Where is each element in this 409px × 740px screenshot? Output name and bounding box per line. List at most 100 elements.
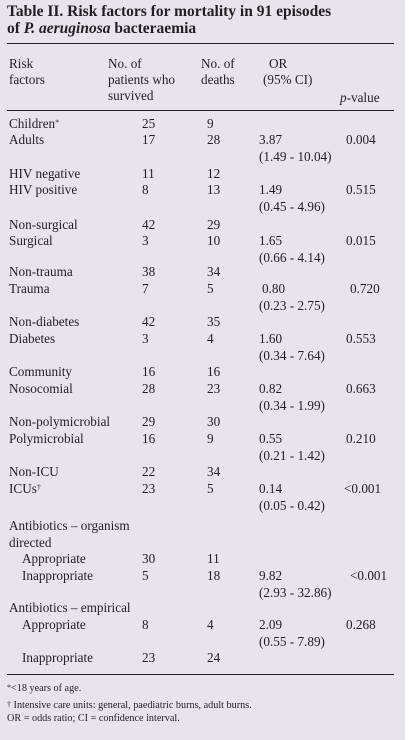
cell-or: 0.14	[259, 481, 283, 496]
header-deaths-1: No. of	[201, 56, 235, 71]
cell-deaths: 29	[207, 217, 221, 232]
cell-p-value: 0.004	[346, 132, 376, 147]
cell-survived: 17	[142, 132, 156, 147]
table-bottom-rule	[7, 674, 394, 675]
header-survived-1: No. of	[108, 56, 142, 71]
cell-ci: (0.34 - 7.64)	[259, 348, 325, 363]
cell-survived: 42	[142, 217, 156, 232]
cell-survived: 16	[142, 431, 156, 446]
cell-or: 0.82	[259, 381, 283, 396]
cell-survived: 23	[142, 481, 156, 496]
row-label: Adults	[9, 132, 45, 147]
cell-deaths: 9	[207, 116, 214, 131]
footnote-3: OR = odds ratio; CI = confidence interva…	[7, 713, 180, 724]
cell-survived: 28	[142, 381, 156, 396]
row-label: Inappropriate	[22, 568, 94, 583]
cell-p-value: 0.663	[346, 381, 376, 396]
cell-p-value: 0.015	[346, 233, 376, 248]
cell-or: 1.60	[259, 331, 283, 346]
header-bottom-rule	[7, 110, 394, 111]
cell-survived: 3	[142, 331, 149, 346]
cell-p-value: 0.515	[346, 182, 376, 197]
row-label: Non-trauma	[9, 264, 73, 279]
row-label: Children*	[9, 116, 60, 131]
cell-deaths: 24	[207, 650, 221, 665]
cell-or: 0.80	[262, 281, 286, 296]
row-label: HIV negative	[9, 166, 81, 181]
cell-survived: 29	[142, 414, 156, 429]
table-title: Table II. Risk factors for mortality in …	[7, 3, 332, 37]
row-label: directed	[9, 535, 52, 550]
row-label: Non-ICU	[9, 464, 59, 479]
cell-deaths: 5	[207, 281, 214, 296]
cell-deaths: 10	[207, 233, 221, 248]
cell-ci: (1.49 - 10.04)	[259, 149, 332, 164]
cell-survived: 7	[142, 281, 149, 296]
cell-ci: (2.93 - 32.86)	[259, 585, 332, 600]
row-label: Appropriate	[22, 551, 86, 566]
row-label: Diabetes	[9, 331, 56, 346]
cell-deaths: 18	[207, 568, 221, 583]
cell-or: 0.55	[259, 431, 283, 446]
cell-deaths: 34	[207, 464, 221, 479]
cell-survived: 23	[142, 650, 156, 665]
cell-deaths: 35	[207, 314, 221, 329]
cell-or: 3.87	[259, 132, 283, 147]
cell-ci: (0.05 - 0.42)	[259, 498, 325, 513]
row-label: HIV positive	[9, 182, 78, 197]
cell-survived: 25	[142, 116, 156, 131]
cell-survived: 3	[142, 233, 149, 248]
cell-survived: 5	[142, 568, 149, 583]
cell-deaths: 5	[207, 481, 214, 496]
row-label: Trauma	[9, 281, 50, 296]
row-label: Non-diabetes	[9, 314, 80, 329]
cell-p-value: 0.210	[346, 431, 376, 446]
header-top-rule	[7, 43, 394, 44]
cell-ci: (0.21 - 1.42)	[259, 448, 325, 463]
header-risk-1: Risk	[9, 56, 34, 71]
cell-or: 2.09	[259, 617, 283, 632]
header-risk-2: factors	[9, 72, 45, 87]
row-label: Inappropriate	[22, 650, 94, 665]
cell-deaths: 34	[207, 264, 221, 279]
cell-ci: (0.66 - 4.14)	[259, 250, 325, 265]
cell-ci: (0.45 - 4.96)	[259, 199, 325, 214]
row-label: Appropriate	[22, 617, 86, 632]
title-species: P. aeruginosa	[23, 20, 111, 37]
row-label: ICUs†	[9, 481, 41, 496]
header-or-2: (95% CI)	[263, 72, 313, 87]
cell-survived: 22	[142, 464, 156, 479]
cell-deaths: 28	[207, 132, 221, 147]
cell-deaths: 23	[207, 381, 221, 396]
row-label: Polymicrobial	[9, 431, 84, 446]
cell-survived: 8	[142, 617, 149, 632]
cell-p-value: <0.001	[344, 481, 382, 496]
row-label: Nosocomial	[9, 381, 73, 396]
cell-ci: (0.23 - 2.75)	[259, 298, 325, 313]
row-label: Surgical	[9, 233, 53, 248]
cell-or: 9.82	[259, 568, 283, 583]
row-label: Non-polymicrobial	[9, 414, 111, 429]
row-label: Antibiotics – empirical	[9, 600, 131, 615]
cell-deaths: 9	[207, 431, 214, 446]
cell-p-value: <0.001	[350, 568, 388, 583]
cell-survived: 42	[142, 314, 156, 329]
cell-deaths: 30	[207, 414, 221, 429]
cell-deaths: 11	[207, 551, 220, 566]
title-line-1: Table II. Risk factors for mortality in …	[7, 3, 332, 20]
title-line-2-end: bacteraemia	[110, 20, 197, 37]
cell-p-value: 0.553	[346, 331, 376, 346]
header-or-1: OR	[269, 56, 288, 71]
cell-ci: (0.55 - 7.89)	[259, 634, 325, 649]
cell-survived: 38	[142, 264, 156, 279]
cell-ci: (0.34 - 1.99)	[259, 398, 325, 413]
row-label: Non-surgical	[9, 217, 78, 232]
cell-or: 1.65	[259, 233, 283, 248]
cell-survived: 11	[142, 166, 155, 181]
cell-p-value: 0.268	[346, 617, 376, 632]
cell-p-value: 0.720	[350, 281, 380, 296]
footnote-1: *<18 years of age.	[7, 683, 82, 694]
cell-deaths: 12	[207, 166, 221, 181]
header-survived-2: patients who	[108, 72, 176, 87]
